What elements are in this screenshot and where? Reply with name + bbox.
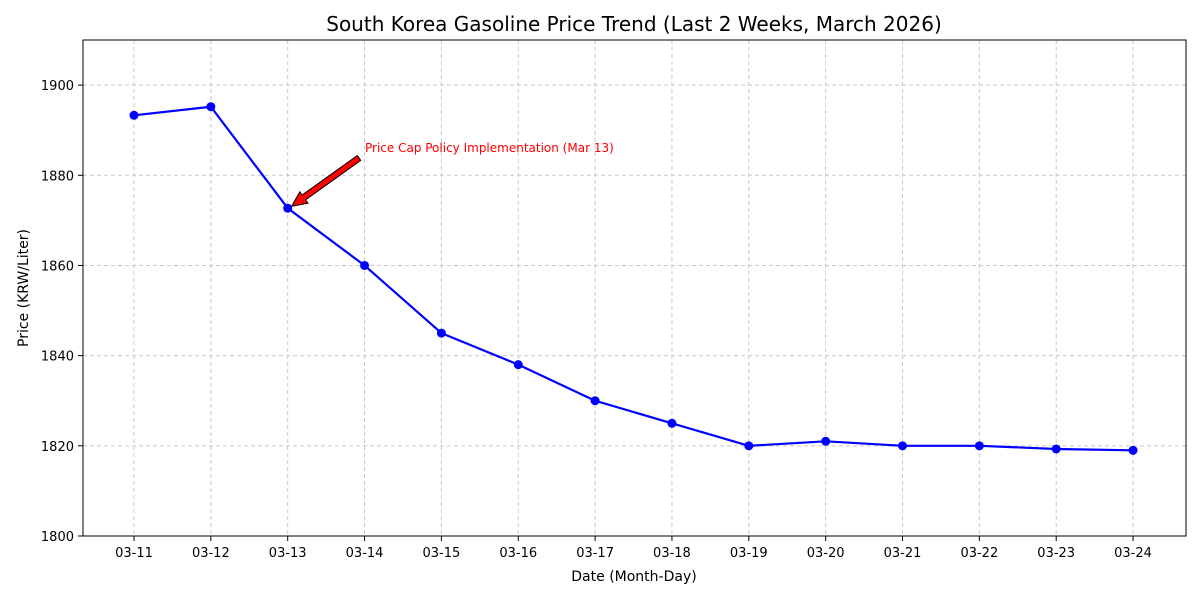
data-point-marker xyxy=(1051,444,1061,454)
x-tick-label: 03-18 xyxy=(653,546,691,561)
data-point-marker xyxy=(283,203,293,213)
annotation-layer: Price Cap Policy Implementation (Mar 13) xyxy=(290,141,614,207)
data-point-marker xyxy=(821,436,831,446)
data-point-marker xyxy=(1128,445,1138,455)
data-point-marker xyxy=(206,102,216,112)
x-tick-label: 03-23 xyxy=(1037,546,1075,561)
data-point-marker xyxy=(898,441,907,451)
x-tick-label: 03-22 xyxy=(960,546,998,561)
data-point-marker xyxy=(129,110,139,120)
x-tick-label: 03-14 xyxy=(346,546,384,561)
data-point-marker xyxy=(513,360,523,370)
y-axis-label: Price (KRW/Liter) xyxy=(16,229,32,347)
x-axis-label: Date (Month-Day) xyxy=(571,569,696,585)
y-tick-label: 1840 xyxy=(41,350,74,365)
x-tick-label: 03-20 xyxy=(807,546,845,561)
data-point-marker xyxy=(590,396,600,406)
y-tick-label: 1900 xyxy=(41,79,74,94)
x-tick-label: 03-17 xyxy=(576,546,614,561)
y-tick-label: 1820 xyxy=(41,440,74,455)
y-tick-label: 1860 xyxy=(41,259,74,274)
annotation-text: Price Cap Policy Implementation (Mar 13) xyxy=(365,141,614,155)
data-point-marker xyxy=(360,260,370,270)
data-point-marker xyxy=(974,441,984,451)
data-point-marker xyxy=(744,441,754,451)
x-tick-label: 03-15 xyxy=(423,546,461,561)
x-tick-label: 03-24 xyxy=(1114,546,1152,561)
series-layer xyxy=(129,102,1138,455)
plot-area-frame xyxy=(82,39,1187,537)
grid-layer xyxy=(83,40,1186,537)
y-tick-label: 1880 xyxy=(41,169,74,184)
x-tick-label: 03-21 xyxy=(884,546,922,561)
y-tick-label: 1800 xyxy=(41,530,74,545)
x-tick-label: 03-16 xyxy=(499,546,537,561)
chart-title: South Korea Gasoline Price Trend (Last 2… xyxy=(326,12,942,36)
x-tick-label: 03-11 xyxy=(115,546,153,561)
x-tick-label: 03-19 xyxy=(730,546,768,561)
series-line xyxy=(133,105,1134,452)
annotation-arrow xyxy=(290,154,362,207)
data-point-marker xyxy=(436,328,446,338)
x-tick-label: 03-12 xyxy=(192,546,230,561)
data-point-marker xyxy=(667,418,677,428)
x-tick-label: 03-13 xyxy=(269,546,307,561)
tick-layer: 03-11 03-12 03-13 03-14 03-15 03-16 03-17 03-18… xyxy=(41,79,1152,561)
